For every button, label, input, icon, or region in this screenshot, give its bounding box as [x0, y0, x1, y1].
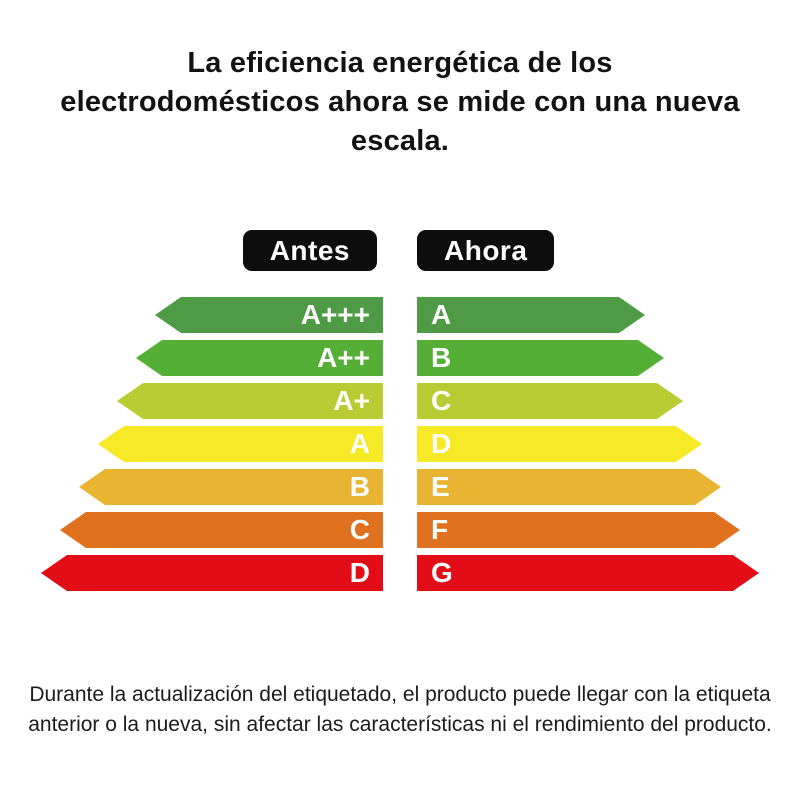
before-rating-label: A+: [333, 385, 370, 416]
scale-row: A+ C: [0, 383, 800, 419]
before-rating-label: D: [349, 557, 370, 588]
energy-scale-comparison: A+++ A A++ B A+ C A D B E C F D G: [0, 297, 800, 591]
after-rating-arrow: F: [417, 512, 740, 548]
after-rating-label: D: [431, 428, 452, 459]
before-rating-label: B: [349, 471, 370, 502]
after-rating-arrow: G: [417, 555, 759, 591]
scale-row: A+++ A: [0, 297, 800, 333]
after-rating-label: A: [431, 299, 452, 330]
before-rating-arrow: A+++: [155, 297, 383, 333]
scale-row: B E: [0, 469, 800, 505]
after-rating-label: G: [431, 557, 453, 588]
footer-note: Durante la actualización del etiquetado,…: [28, 683, 772, 737]
scale-row: D G: [0, 555, 800, 591]
after-badge: Ahora: [417, 230, 555, 271]
before-rating-arrow: B: [79, 469, 383, 505]
before-rating-label: A: [349, 428, 370, 459]
after-rating-arrow: B: [417, 340, 664, 376]
after-rating-arrow: D: [417, 426, 702, 462]
page-title: La eficiencia energética de los electrod…: [60, 47, 740, 157]
before-rating-arrow: D: [41, 555, 383, 591]
before-rating-label: A++: [317, 342, 370, 373]
after-rating-label: C: [431, 385, 452, 416]
after-rating-arrow: A: [417, 297, 645, 333]
before-rating-label: A+++: [300, 299, 370, 330]
before-rating-arrow: C: [60, 512, 383, 548]
after-rating-label: B: [431, 342, 452, 373]
after-rating-arrow: E: [417, 469, 721, 505]
before-rating-label: C: [349, 514, 370, 545]
column-headers: Antes Ahora: [0, 230, 800, 271]
before-rating-arrow: A++: [136, 340, 383, 376]
before-rating-arrow: A+: [117, 383, 383, 419]
after-rating-label: E: [431, 471, 450, 502]
scale-row: A++ B: [0, 340, 800, 376]
before-rating-arrow: A: [98, 426, 383, 462]
scale-row: A D: [0, 426, 800, 462]
after-rating-label: F: [431, 514, 449, 545]
scale-row: C F: [0, 512, 800, 548]
before-badge: Antes: [242, 230, 377, 271]
after-rating-arrow: C: [417, 383, 683, 419]
